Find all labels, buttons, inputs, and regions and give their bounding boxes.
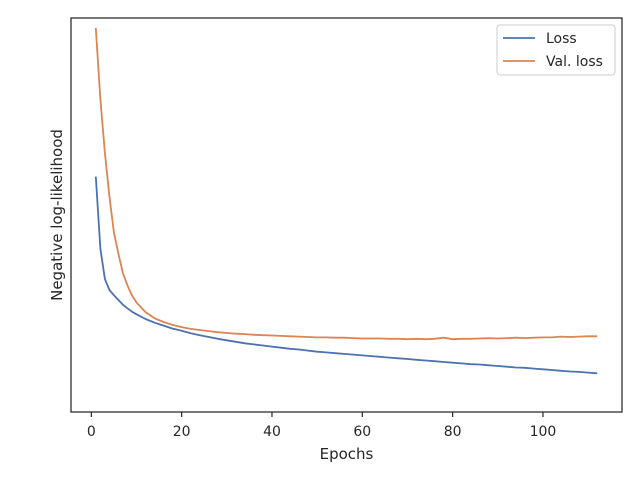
x-tick-label: 40 [263,424,281,440]
x-tick-label: 0 [87,424,96,440]
plot-lines [94,27,598,375]
legend-label-val-loss: Val. loss [546,54,603,70]
x-tick-label: 60 [353,424,371,440]
plot-frame [70,17,623,413]
series-line-loss [94,176,598,375]
legend: Loss Val. loss [496,24,616,76]
x-tick-label: 80 [444,424,462,440]
x-tick-label: 20 [173,424,191,440]
series-line-val-loss [94,27,598,341]
x-axis-label: Epochs [320,445,374,463]
y-axis-label: Negative log-likelihood [48,129,66,301]
legend-label-loss: Loss [546,31,577,47]
x-axis-ticks: 0 20 40 60 80 100 [87,412,556,440]
x-tick-label: 100 [530,424,557,440]
